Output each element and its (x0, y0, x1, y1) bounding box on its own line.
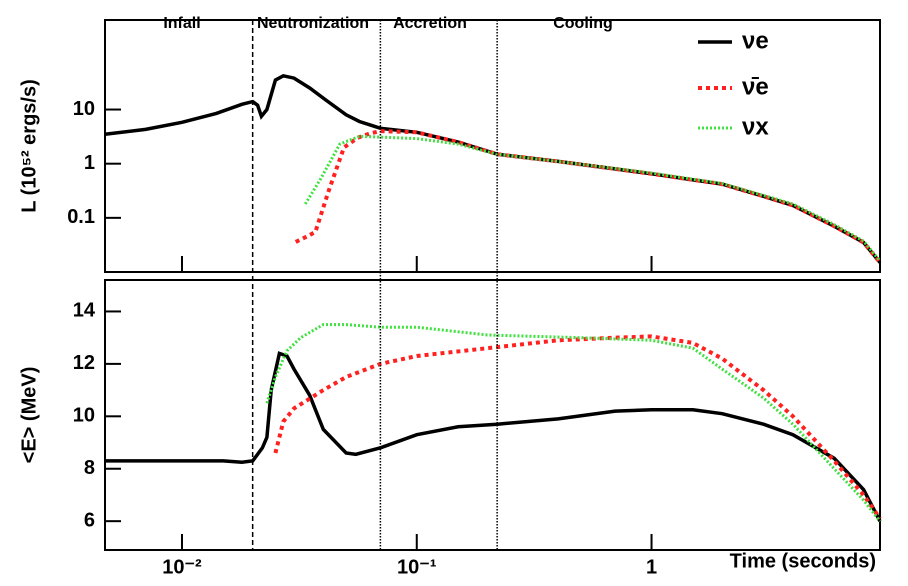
series-line (273, 334, 882, 520)
x-tick-label: 10⁻¹ (397, 556, 437, 578)
y-tick-label: 10 (73, 98, 95, 120)
phase-label: Accretion (393, 15, 467, 32)
legend-label: νe (742, 27, 769, 54)
y-tick-label: 1 (84, 152, 95, 174)
y-tick-label: 8 (84, 457, 95, 479)
series-line (104, 73, 882, 264)
y-tick-label: 10 (73, 405, 95, 427)
phase-label: Infall (163, 15, 200, 32)
plot-frame (104, 279, 881, 551)
phase-label: Neutronization (257, 15, 369, 32)
legend-label: νx (742, 113, 769, 140)
y-tick-label: 14 (73, 300, 96, 322)
phase-label: Cooling (553, 15, 613, 32)
series-line (294, 129, 882, 264)
y-tick-label: 12 (73, 352, 95, 374)
x-tick-label: 10⁻² (162, 556, 202, 578)
legend-label: ν̄e (742, 73, 769, 100)
y-tick-label: 6 (84, 509, 95, 531)
y-axis-label: <E> (MeV) (18, 367, 40, 464)
series-line (265, 323, 882, 523)
y-tick-label: 0.1 (67, 206, 95, 228)
y-axis-label: L (10⁵² ergs/s) (18, 79, 40, 213)
x-axis-label: Time (seconds) (730, 550, 876, 572)
series-line (105, 351, 882, 523)
plot-frame (104, 19, 881, 273)
series-line (304, 134, 882, 262)
x-tick-label: 1 (646, 556, 657, 578)
